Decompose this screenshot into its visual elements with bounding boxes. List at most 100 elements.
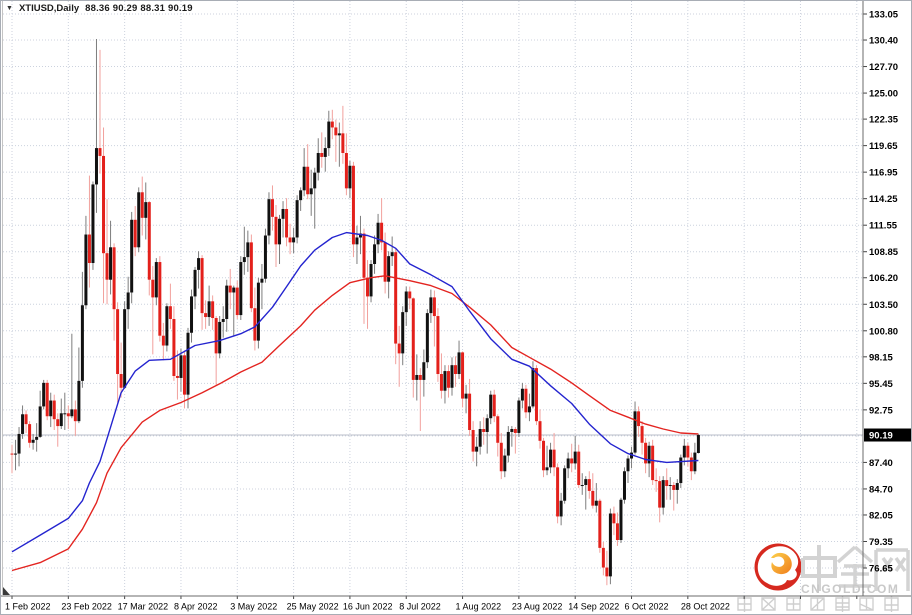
candle-down <box>10 453 14 455</box>
candle-down <box>665 480 669 486</box>
candle-up <box>281 208 285 219</box>
candle-up <box>263 235 267 279</box>
candle-up <box>323 148 327 157</box>
candle-down <box>637 411 641 427</box>
candle-down <box>513 429 517 433</box>
candle-down <box>432 297 436 317</box>
watermark-tagline <box>737 596 899 612</box>
candle-down <box>552 449 556 468</box>
candle-down <box>394 252 398 344</box>
candle-up <box>225 285 229 320</box>
y-axis-label: 82.05 <box>869 510 893 521</box>
candle-down <box>306 166 310 195</box>
candle-up <box>450 365 454 388</box>
candle-down <box>45 382 49 417</box>
candle-up <box>679 457 683 484</box>
candle-down <box>285 208 289 238</box>
candle-up <box>584 479 588 486</box>
candle-up <box>137 192 141 248</box>
time-axis-scale[interactable] <box>1 597 912 615</box>
candle-down <box>570 458 574 464</box>
candle-down <box>66 413 70 417</box>
price-axis-scale[interactable] <box>864 1 912 596</box>
candle-down <box>461 352 465 399</box>
candle-up <box>404 291 408 313</box>
brand-glyph-zhong <box>801 545 837 591</box>
candle-up <box>647 445 651 464</box>
candle-up <box>376 222 380 245</box>
candle-down <box>577 451 581 486</box>
candle-down <box>214 318 218 354</box>
candle-down <box>499 442 503 472</box>
candle-down <box>52 400 56 420</box>
candle-up <box>313 172 317 189</box>
brand-glyph-wang <box>874 548 910 591</box>
candle-down <box>182 355 186 395</box>
x-axis-label: 17 Mar 2022 <box>118 602 169 612</box>
candle-up <box>506 431 510 456</box>
ohlc-values: 88.36 90.29 88.31 90.19 <box>85 3 193 14</box>
candle-down <box>175 375 179 378</box>
candle-up <box>42 382 46 407</box>
candle-up <box>278 218 282 245</box>
candle-down <box>672 485 676 490</box>
candle-up <box>443 371 447 391</box>
candle-down <box>454 365 458 375</box>
candle-up <box>242 257 246 263</box>
y-axis-label: 106.20 <box>869 273 898 284</box>
candle-up <box>144 202 148 218</box>
candle-down <box>439 374 443 391</box>
candle-up <box>38 406 42 437</box>
candle-up <box>221 319 225 322</box>
y-axis-label: 95.45 <box>869 379 893 390</box>
candle-down <box>288 237 292 243</box>
watermark-brand <box>801 545 910 591</box>
candle-down <box>119 374 123 388</box>
candle-up <box>630 452 634 459</box>
x-axis-label: 16 Jun 2022 <box>343 602 393 612</box>
candle-up <box>573 451 577 464</box>
symbol-dropdown-icon[interactable]: ▼ <box>6 5 13 12</box>
candle-down <box>270 199 274 217</box>
x-axis-label: 6 Oct 2022 <box>625 602 669 612</box>
candle-up <box>17 433 21 454</box>
candle-up <box>63 413 67 415</box>
candle-up <box>415 374 419 380</box>
candle-down <box>534 368 538 422</box>
candle-up <box>186 332 190 395</box>
candle-up <box>77 380 81 422</box>
candle-up <box>109 247 113 280</box>
candle-up <box>70 409 74 417</box>
x-axis-label: 28 Oct 2022 <box>681 602 730 612</box>
candle-down <box>612 513 616 524</box>
candle-up <box>292 237 296 243</box>
candle-down <box>418 374 422 380</box>
candle-up <box>84 234 88 306</box>
cngold-logo-icon <box>754 543 802 591</box>
candle-down <box>151 279 155 298</box>
candle-up <box>545 467 549 471</box>
candle-up <box>267 199 271 236</box>
candle-down <box>344 152 348 189</box>
candle-down <box>24 414 28 425</box>
chart-header: ▼ XTIUSD,Daily 88.36 90.29 88.31 90.19 <box>6 3 193 14</box>
candle-down <box>644 442 648 464</box>
candle-down <box>598 500 602 548</box>
candle-up <box>246 242 250 258</box>
candle-up <box>123 309 127 388</box>
candle-down <box>228 285 232 293</box>
candle-down <box>587 479 591 491</box>
candle-down <box>492 394 496 417</box>
candle-up <box>80 305 84 381</box>
candle-up <box>337 133 341 136</box>
candle-down <box>436 316 440 375</box>
candle-up <box>566 458 570 469</box>
candle-up <box>668 485 672 487</box>
candle-down <box>351 165 355 245</box>
candle-down <box>140 192 144 218</box>
candle-up <box>232 287 236 293</box>
x-axis-label: 25 May 2022 <box>287 602 339 612</box>
candle-down <box>380 222 384 243</box>
